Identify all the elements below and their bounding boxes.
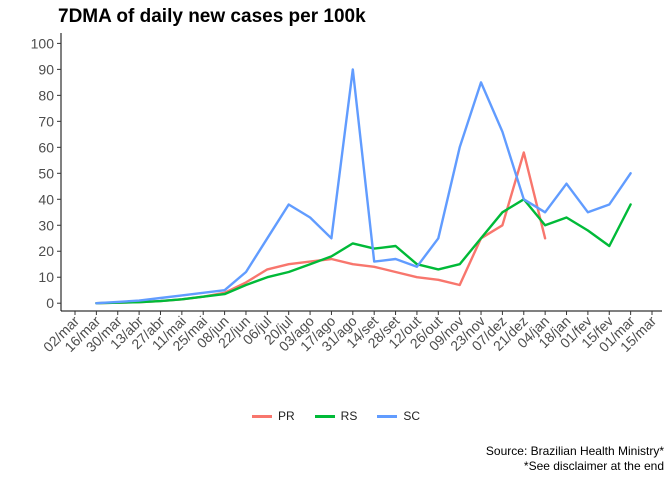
legend-label: SC xyxy=(403,409,420,423)
y-tick-label: 20 xyxy=(38,243,54,259)
legend-item-pr: PR xyxy=(251,409,295,423)
series-layer xyxy=(95,68,632,305)
y-tick-label: 30 xyxy=(38,217,54,233)
y-tick-label: 80 xyxy=(38,87,54,103)
caption-note: *See disclaimer at the end xyxy=(523,459,664,473)
series-line-sc xyxy=(95,68,632,305)
x-axis: 02/mar16/mar30/mar13/abr27/abr11/mai25/m… xyxy=(40,310,662,355)
y-axis: 0 10 20 30 40 50 60 70 80 90 100 xyxy=(31,33,62,311)
y-tick-label: 40 xyxy=(38,191,54,207)
y-tick-label: 60 xyxy=(38,139,54,155)
legend-item-rs: RS xyxy=(314,409,358,423)
caption-source: Source: Brazilian Health Ministry* xyxy=(485,444,664,458)
legend-swatch xyxy=(314,414,335,418)
y-tick-label: 0 xyxy=(46,295,54,311)
y-tick-label: 70 xyxy=(38,113,54,129)
y-tick-label: 100 xyxy=(31,35,55,51)
caption: Source: Brazilian Health Ministry* *See … xyxy=(486,444,664,474)
y-tick-label: 50 xyxy=(38,165,54,181)
legend-label: PR xyxy=(277,409,295,423)
series-line-rs xyxy=(95,198,632,305)
chart-title: 7DMA of daily new cases per 100k xyxy=(58,6,366,27)
legend-swatch xyxy=(251,414,272,418)
legend: PR RS SC xyxy=(0,409,672,423)
legend-item-sc: SC xyxy=(377,409,420,423)
legend-swatch xyxy=(377,414,398,418)
y-tick-label: 10 xyxy=(38,269,54,285)
legend-label: RS xyxy=(340,409,358,423)
y-tick-label: 90 xyxy=(38,61,54,77)
